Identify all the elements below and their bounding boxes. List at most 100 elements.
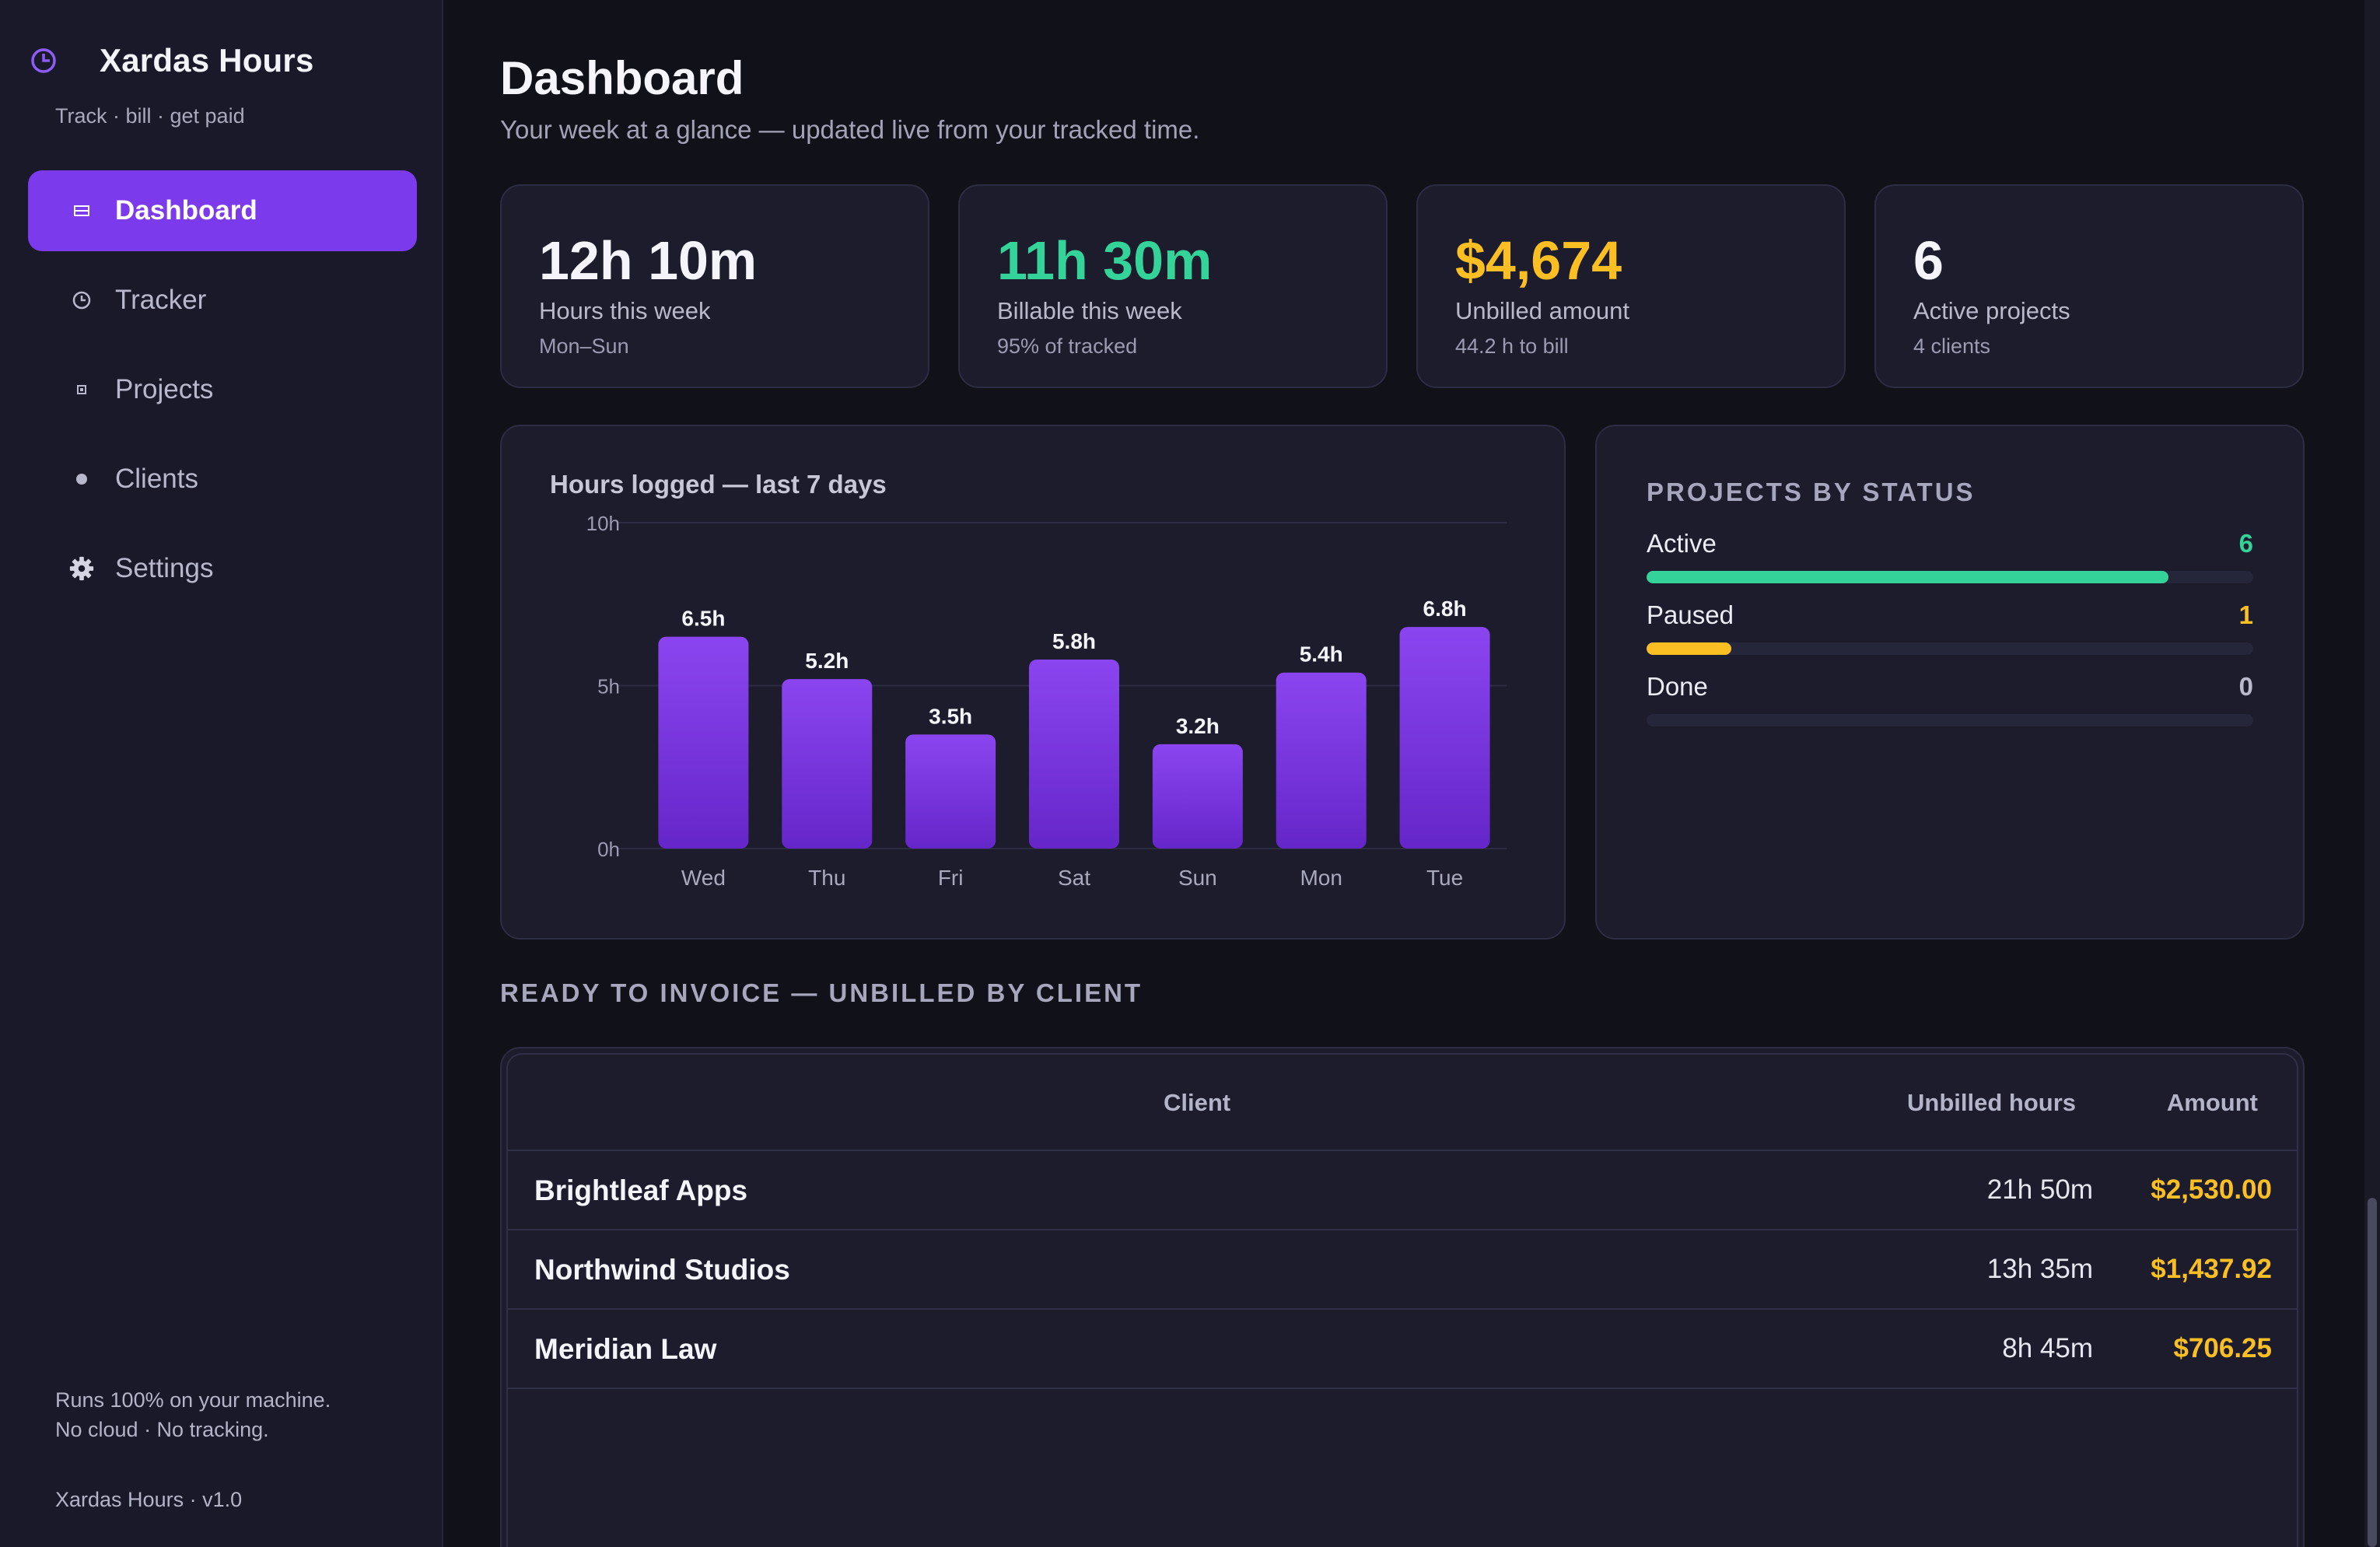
status-progress-track bbox=[1647, 571, 2253, 583]
invoice-table-inner: Client Unbilled hours Amount Brightleaf … bbox=[506, 1053, 2298, 1547]
stat-card-active-projects: 6 Active projects 4 clients bbox=[1874, 184, 2304, 388]
x-tick-label: Tue bbox=[1426, 866, 1463, 890]
status-progress-fill bbox=[1647, 642, 1732, 655]
version-label: Xardas Hours · v1.0 bbox=[55, 1488, 243, 1511]
column-header-client[interactable]: Client bbox=[1164, 1089, 1231, 1116]
status-count: 1 bbox=[2238, 600, 2253, 629]
privacy-note-line1: Runs 100% on your machine. bbox=[55, 1388, 331, 1412]
x-tick-label: Fri bbox=[938, 866, 964, 890]
stat-value: 11h 30m bbox=[997, 230, 1213, 291]
stat-label: Unbilled amount bbox=[1455, 297, 1630, 324]
page-scrollbar[interactable] bbox=[2364, 0, 2380, 1547]
bar-value-label: 5.8h bbox=[1052, 629, 1096, 653]
sidebar-item-dashboard[interactable]: Dashboard bbox=[28, 170, 417, 251]
sidebar-footer: Runs 100% on your machine. No cloud · No… bbox=[55, 1385, 331, 1514]
status-row-paused: Paused 1 bbox=[1647, 600, 2253, 655]
chart-title: Hours logged — last 7 days bbox=[550, 470, 887, 499]
table-header-row: Client Unbilled hours Amount bbox=[508, 1055, 2297, 1151]
stat-value: 6 bbox=[1913, 230, 1944, 291]
table-row[interactable]: Meridian Law 8h 45m $706.25 bbox=[508, 1310, 2297, 1389]
hours-chart-panel: Hours logged — last 7 days 0h 5h 10h 6.5h We… bbox=[500, 425, 1566, 940]
bar-value-label: 5.4h bbox=[1300, 642, 1343, 667]
bar bbox=[905, 734, 996, 849]
status-count: 0 bbox=[2238, 672, 2253, 701]
stat-label: Hours this week bbox=[539, 297, 711, 324]
projects-status-panel: PROJECTS BY STATUS Active 6 Paused 1 Don… bbox=[1595, 425, 2305, 940]
bar bbox=[1029, 659, 1119, 849]
y-tick-label: 0h bbox=[597, 838, 620, 861]
status-progress-track bbox=[1647, 642, 2253, 655]
sidebar: Xardas Hours Track · bill · get paid Das… bbox=[0, 0, 443, 1547]
y-tick-label: 10h bbox=[586, 512, 620, 535]
table-row[interactable]: Brightleaf Apps 21h 50m $2,530.00 bbox=[508, 1151, 2297, 1230]
client-name: Meridian Law bbox=[534, 1333, 717, 1365]
sidebar-item-tracker[interactable]: Tracker bbox=[28, 260, 417, 341]
bar bbox=[1152, 744, 1243, 849]
app-tagline: Track · bill · get paid bbox=[55, 104, 245, 128]
table-row[interactable]: Northwind Studios 13h 35m $1,437.92 bbox=[508, 1230, 2297, 1310]
bar bbox=[1399, 627, 1490, 849]
hours-bar-chart: 0h 5h 10h 6.5h Wed 5.2h Thu 3.5h Fri 5.8h Sat 3.2h S… bbox=[586, 512, 1507, 890]
bar-value-label: 5.2h bbox=[805, 649, 849, 673]
x-tick-label: Wed bbox=[681, 866, 726, 890]
status-row-active: Active 6 bbox=[1647, 529, 2253, 583]
status-progress-fill bbox=[1647, 571, 2168, 583]
clock-logo-icon bbox=[31, 48, 56, 73]
status-panel-title: PROJECTS BY STATUS bbox=[1647, 478, 1976, 506]
stat-card-hours-week: 12h 10m Hours this week Mon–Sun bbox=[500, 184, 929, 388]
client-name: Brightleaf Apps bbox=[534, 1174, 748, 1206]
bar-value-label: 6.5h bbox=[681, 607, 725, 631]
bar-value-label: 6.8h bbox=[1423, 597, 1467, 621]
unbilled-amount: $706.25 bbox=[2173, 1333, 2272, 1363]
column-header-amount[interactable]: Amount bbox=[2166, 1089, 2258, 1116]
unbilled-amount: $1,437.92 bbox=[2151, 1254, 2272, 1284]
scrollbar-thumb[interactable] bbox=[2368, 1198, 2377, 1547]
sidebar-item-label: Dashboard bbox=[115, 195, 257, 226]
person-dot-icon bbox=[68, 473, 95, 485]
column-header-hours[interactable]: Unbilled hours bbox=[1907, 1089, 2076, 1116]
invoice-table: Client Unbilled hours Amount Brightleaf … bbox=[500, 1047, 2305, 1547]
folder-icon bbox=[68, 384, 95, 395]
y-tick-label: 5h bbox=[597, 675, 620, 698]
unbilled-hours: 8h 45m bbox=[2002, 1333, 2093, 1363]
brand[interactable]: Xardas Hours bbox=[28, 42, 314, 79]
bar bbox=[782, 679, 873, 849]
gear-icon bbox=[68, 555, 95, 583]
page-subtitle: Your week at a glance — updated live fro… bbox=[500, 115, 1200, 144]
stat-label: Active projects bbox=[1913, 297, 2070, 324]
bar bbox=[658, 636, 749, 849]
client-name: Northwind Studios bbox=[534, 1254, 790, 1286]
status-name: Done bbox=[1647, 672, 1708, 701]
stat-note: 44.2 h to bill bbox=[1455, 334, 1569, 358]
x-tick-label: Mon bbox=[1300, 866, 1342, 890]
stat-card-billable-week: 11h 30m Billable this week 95% of tracke… bbox=[958, 184, 1388, 388]
stat-note: Mon–Sun bbox=[539, 334, 629, 358]
sidebar-item-label: Projects bbox=[115, 374, 214, 404]
dashboard-icon bbox=[68, 205, 95, 216]
unbilled-hours: 21h 50m bbox=[1986, 1174, 2093, 1205]
status-count: 6 bbox=[2238, 529, 2253, 558]
sidebar-item-projects[interactable]: Projects bbox=[28, 349, 417, 430]
privacy-note-line2: No cloud · No tracking. bbox=[55, 1418, 269, 1441]
status-row-done: Done 0 bbox=[1647, 672, 2253, 726]
stat-value: 12h 10m bbox=[539, 230, 758, 291]
status-name: Active bbox=[1647, 529, 1717, 558]
status-name: Paused bbox=[1647, 600, 1734, 629]
x-tick-label: Sun bbox=[1178, 866, 1217, 890]
sidebar-item-label: Tracker bbox=[115, 285, 207, 315]
bar-value-label: 3.2h bbox=[1176, 714, 1220, 738]
app-name: Xardas Hours bbox=[100, 42, 314, 79]
unbilled-hours: 13h 35m bbox=[1986, 1254, 2093, 1284]
sidebar-item-settings[interactable]: Settings bbox=[28, 528, 417, 609]
x-tick-label: Sat bbox=[1058, 866, 1090, 890]
stat-value: $4,674 bbox=[1455, 230, 1622, 291]
bar bbox=[1276, 672, 1367, 849]
invoice-section-title: READY TO INVOICE — UNBILLED BY CLIENT bbox=[500, 978, 1143, 1007]
sidebar-item-label: Settings bbox=[115, 553, 214, 583]
stat-note: 95% of tracked bbox=[997, 334, 1138, 358]
stat-note: 4 clients bbox=[1913, 334, 1991, 358]
sidebar-item-clients[interactable]: Clients bbox=[28, 439, 417, 520]
status-progress-track bbox=[1647, 714, 2253, 726]
bar-value-label: 3.5h bbox=[929, 704, 972, 728]
unbilled-amount: $2,530.00 bbox=[2151, 1174, 2272, 1205]
